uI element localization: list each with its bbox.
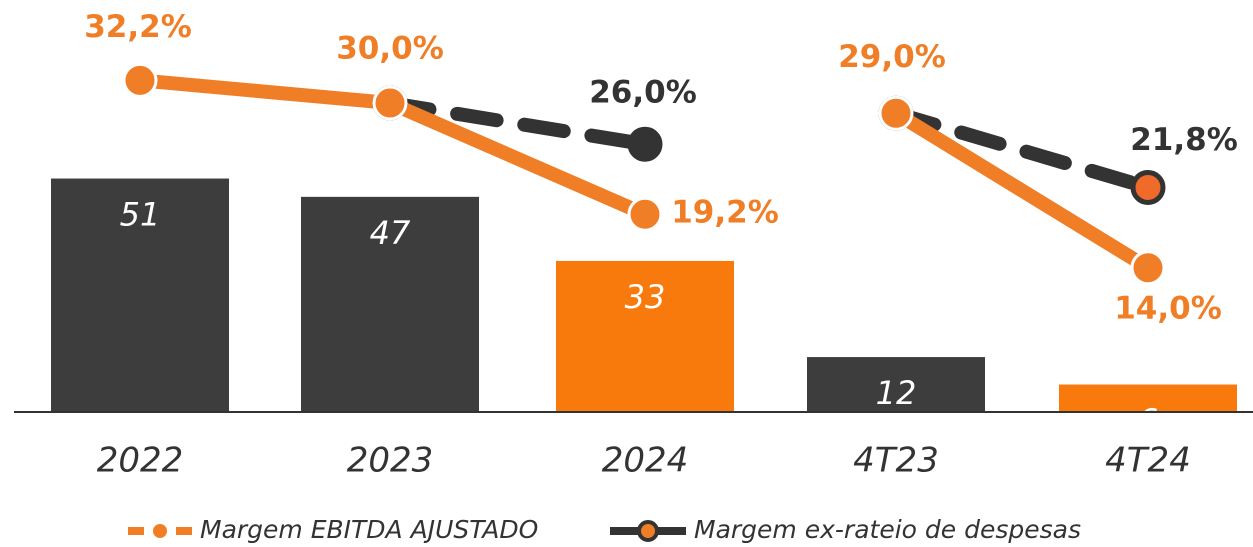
- value-label: 26,0%: [589, 75, 697, 111]
- x-tick-label: 4T24: [1105, 441, 1191, 481]
- value-label: 29,0%: [838, 39, 946, 75]
- bar-label: 33: [625, 278, 666, 316]
- bar-label: 51: [120, 196, 161, 234]
- value-label: 21,8%: [1130, 122, 1238, 158]
- marker: [372, 85, 408, 121]
- x-tick-label: 2024: [602, 441, 689, 481]
- marker: [878, 95, 914, 131]
- value-label: 19,2%: [671, 195, 779, 231]
- marker: [1130, 169, 1166, 205]
- line: [889, 106, 1155, 275]
- bar: [51, 178, 229, 412]
- bar: [1059, 384, 1237, 412]
- bar: [807, 357, 985, 412]
- bar: [556, 260, 734, 412]
- x-tick-label: 4T23: [853, 441, 939, 481]
- value-label: 14,0%: [1114, 290, 1222, 326]
- line: [383, 96, 652, 152]
- legend-icon: [637, 520, 659, 542]
- bar-label: 47: [370, 214, 411, 252]
- bar-label: 12: [876, 374, 917, 412]
- marker: [627, 196, 663, 232]
- marker: [1130, 250, 1166, 286]
- legend-icon: [151, 522, 169, 540]
- marker: [627, 126, 663, 162]
- marker: [122, 62, 158, 98]
- x-tick-label: 2023: [347, 441, 434, 481]
- legend-label: Margem EBITDA AJUSTADO: [200, 515, 538, 544]
- legend-label: Margem ex-rateio de despesas: [694, 515, 1081, 544]
- value-label: 32,2%: [84, 9, 192, 45]
- line: [889, 106, 1155, 195]
- x-tick-label: 2022: [97, 441, 184, 481]
- bar: [301, 196, 479, 412]
- bar-label: 6: [1138, 402, 1158, 440]
- value-label: 30,0%: [336, 31, 444, 67]
